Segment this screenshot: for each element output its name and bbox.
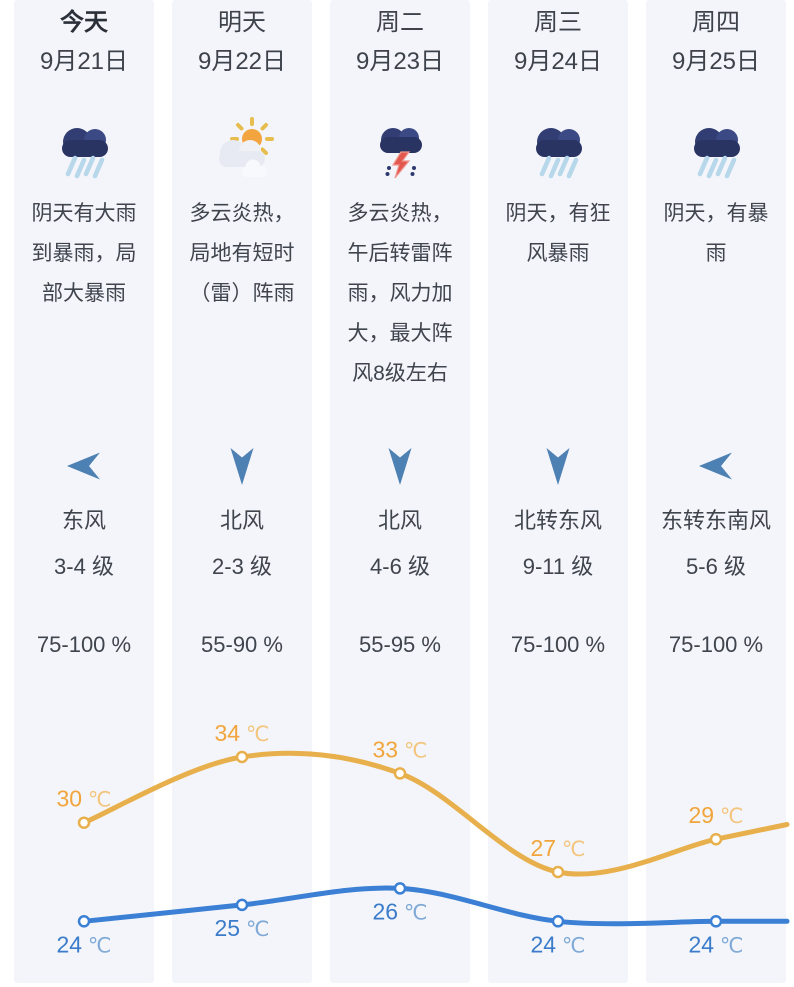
day-label: 明天	[218, 9, 266, 36]
high-temp-label: 30 ℃	[56, 786, 111, 812]
low-temp-label: 25 ℃	[214, 915, 269, 941]
weather-description: 多云炎热，局地有短时（雷）阵雨	[189, 202, 295, 305]
humidity-label: 75-100 %	[668, 632, 764, 657]
date-label: 9月23日	[355, 48, 445, 75]
high-temp-label: 29 ℃	[688, 802, 743, 828]
weather-description: 多云炎热，午后转雷阵雨，风力加大，最大阵风8级左右	[347, 202, 453, 385]
humidity-label: 75-100 %	[36, 632, 132, 657]
arrow-left-icon	[14, 440, 154, 492]
wind-force-label: 2-3 级	[212, 554, 272, 579]
wind-info: 北风 2-3 级	[172, 498, 312, 590]
arrow-down-icon	[330, 440, 470, 492]
low-temp-point	[709, 915, 723, 928]
high-temp-point	[235, 750, 249, 764]
date-label: 9月24日	[513, 48, 603, 75]
low-temp-point	[551, 915, 565, 928]
arrow-down-icon	[488, 440, 628, 492]
wind-info: 东转东南风 5-6 级	[646, 498, 786, 590]
wind-force-label: 5-6 级	[686, 554, 746, 579]
heavy-rain-icon	[14, 106, 154, 190]
wind-info: 东风 3-4 级	[14, 498, 154, 590]
high-temp-point	[551, 865, 565, 879]
day-label: 周二	[376, 9, 424, 36]
high-temp-point	[393, 767, 407, 780]
wind-info: 北风 4-6 级	[330, 498, 470, 590]
humidity-label: 55-90 %	[201, 632, 283, 657]
wind-force-label: 9-11 级	[522, 554, 594, 579]
forecast-day-column[interactable]: 周三 9月24日 阴天，有狂风暴雨 北转东风 9-11 级 75-100 %	[488, 0, 628, 983]
date-label: 9月22日	[197, 48, 287, 75]
wind-direction-label: 东风	[61, 508, 106, 533]
humidity-label: 75-100 %	[510, 632, 606, 657]
high-temp-label: 27 ℃	[530, 835, 585, 861]
day-label: 周四	[692, 9, 740, 36]
wind-force-label: 4-6 级	[370, 554, 430, 579]
low-temp-label: 24 ℃	[56, 931, 111, 957]
low-temp-series: 24 ℃ 25 ℃ 26 ℃ 24 ℃ 24 ℃	[56, 882, 790, 957]
wind-direction-label: 东转东南风	[660, 508, 771, 533]
date-label: 9月25日	[671, 48, 761, 75]
low-temp-label: 24 ℃	[530, 931, 585, 957]
low-temp-point	[77, 915, 91, 928]
low-temp-label: 26 ℃	[372, 898, 427, 924]
high-temp-point	[77, 816, 91, 829]
forecast-day-column[interactable]: 明天 9月22日 多云炎热，局地有短时（雷）阵雨 北风 2-3 级 55-90 …	[172, 0, 312, 983]
day-label: 周三	[534, 9, 582, 36]
weather-description: 阴天，有狂风暴雨	[505, 202, 611, 265]
wind-direction-label: 北风	[219, 508, 264, 533]
high-temp-point	[709, 832, 723, 846]
wind-info: 北转东风 9-11 级	[488, 498, 628, 590]
day-label: 今天	[60, 9, 108, 36]
temperature-chart: 30 ℃ 34 ℃ 33 ℃ 27 ℃ 29 ℃ 24 ℃ 25 ℃ 26 ℃ 24 ℃ 24 ℃	[56, 720, 790, 957]
thunder-shower-icon	[330, 106, 470, 190]
low-temp-point	[235, 898, 249, 912]
high-temp-label: 33 ℃	[372, 736, 427, 762]
low-temp-point	[393, 882, 407, 895]
wind-direction-label: 北转东风	[513, 508, 602, 533]
high-temp-series: 30 ℃ 34 ℃ 33 ℃ 27 ℃ 29 ℃	[56, 720, 790, 879]
arrow-down-icon	[172, 440, 312, 492]
weather-description: 阴天，有暴雨	[663, 202, 769, 265]
heavy-rain-icon	[488, 106, 628, 190]
wind-direction-label: 北风	[377, 508, 422, 533]
forecast-day-column[interactable]: 周二 9月23日 多云炎热，午后转雷阵雨，风力加大，最大阵风8级左右 北风 4-…	[330, 0, 470, 983]
low-temp-label: 24 ℃	[688, 931, 743, 957]
partly-cloudy-icon	[172, 106, 312, 190]
heavy-rain-icon	[646, 106, 786, 190]
humidity-label: 55-95 %	[359, 632, 441, 657]
date-label: 9月21日	[39, 48, 129, 75]
forecast-day-column[interactable]: 周四 9月25日 阴天，有暴雨 东转东南风 5-6 级 75-100 %	[646, 0, 786, 983]
arrow-left-icon	[646, 440, 786, 492]
weather-description: 阴天有大雨到暴雨，局部大暴雨	[31, 202, 137, 305]
high-temp-label: 34 ℃	[214, 720, 269, 746]
wind-force-label: 3-4 级	[54, 554, 114, 579]
